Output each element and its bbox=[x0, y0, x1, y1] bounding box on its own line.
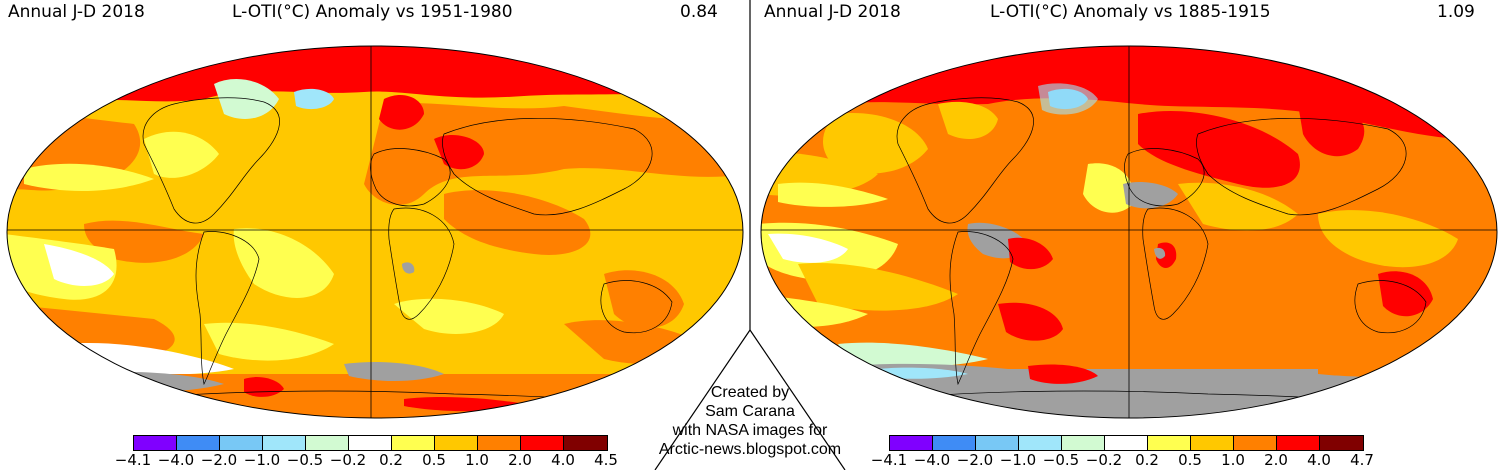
left-legend-tick: 1.0 bbox=[465, 451, 489, 469]
right-legend-tick: 0.5 bbox=[1178, 451, 1202, 469]
right-legend-tick: 1.0 bbox=[1221, 451, 1245, 469]
left-legend-ticks: −4.1 −4.0 −2.0 −1.0 −0.5 −0.2 0.2 0.5 1.0 2.0 4.0 4… bbox=[133, 451, 608, 469]
right-legend-swatch bbox=[933, 436, 976, 450]
left-anomaly-map bbox=[4, 44, 746, 420]
left-legend-tick: −2.0 bbox=[201, 451, 237, 469]
right-legend-tick: −1.0 bbox=[1000, 451, 1036, 469]
right-legend-swatch bbox=[890, 436, 933, 450]
right-legend-tick: −4.0 bbox=[914, 451, 950, 469]
credit-line-2: Sam Carana bbox=[650, 402, 850, 421]
left-legend-swatch bbox=[134, 436, 177, 450]
credit-line-3: with NASA images for bbox=[650, 421, 850, 440]
left-legend-swatch bbox=[349, 436, 392, 450]
right-legend-swatch bbox=[1234, 436, 1277, 450]
right-legend-tick: 0.2 bbox=[1135, 451, 1159, 469]
right-legend-tick: −0.5 bbox=[1043, 451, 1079, 469]
left-legend-swatch bbox=[263, 436, 306, 450]
left-legend-tick: 4.5 bbox=[594, 451, 618, 469]
right-legend-swatch bbox=[1019, 436, 1062, 450]
right-legend-swatch bbox=[1277, 436, 1320, 450]
left-legend-tick: −0.5 bbox=[287, 451, 323, 469]
left-legend-tick: −4.0 bbox=[158, 451, 194, 469]
left-legend-swatch bbox=[392, 436, 435, 450]
left-legend-tick: 2.0 bbox=[508, 451, 532, 469]
left-legend-tick: −0.2 bbox=[330, 451, 366, 469]
left-color-legend bbox=[133, 435, 608, 451]
right-legend-tick: −2.0 bbox=[957, 451, 993, 469]
right-legend-tick: −4.1 bbox=[871, 451, 907, 469]
right-legend-swatch bbox=[1191, 436, 1234, 450]
right-legend-swatch bbox=[1148, 436, 1191, 450]
right-legend-ticks: −4.1 −4.0 −2.0 −1.0 −0.5 −0.2 0.2 0.5 1.0 2.0 4.0 4… bbox=[889, 451, 1364, 469]
right-color-legend bbox=[889, 435, 1364, 451]
left-legend-tick: 0.2 bbox=[379, 451, 403, 469]
right-legend-swatch bbox=[1105, 436, 1148, 450]
right-legend-tick: 4.0 bbox=[1307, 451, 1331, 469]
right-legend-tick: 4.7 bbox=[1350, 451, 1374, 469]
right-legend-swatch bbox=[1062, 436, 1105, 450]
left-legend-tick: 0.5 bbox=[422, 451, 446, 469]
left-legend-swatch bbox=[564, 436, 607, 450]
left-legend-swatch bbox=[521, 436, 564, 450]
right-legend-swatch bbox=[976, 436, 1019, 450]
left-legend-swatch bbox=[435, 436, 478, 450]
left-legend-tick: 4.0 bbox=[551, 451, 575, 469]
credit-line-1: Created by bbox=[650, 383, 850, 402]
left-legend-swatch bbox=[220, 436, 263, 450]
credit-line-4: Arctic-news.blogspot.com bbox=[650, 440, 850, 459]
left-legend-tick: −1.0 bbox=[244, 451, 280, 469]
right-legend-tick: 2.0 bbox=[1264, 451, 1288, 469]
left-legend-tick: −4.1 bbox=[115, 451, 151, 469]
left-legend-swatch bbox=[177, 436, 220, 450]
left-legend-swatch bbox=[306, 436, 349, 450]
credit-text: Created by Sam Carana with NASA images f… bbox=[650, 383, 850, 459]
right-legend-tick: −0.2 bbox=[1086, 451, 1122, 469]
right-legend-swatch bbox=[1320, 436, 1363, 450]
left-legend-swatch bbox=[478, 436, 521, 450]
right-anomaly-map bbox=[758, 44, 1500, 420]
